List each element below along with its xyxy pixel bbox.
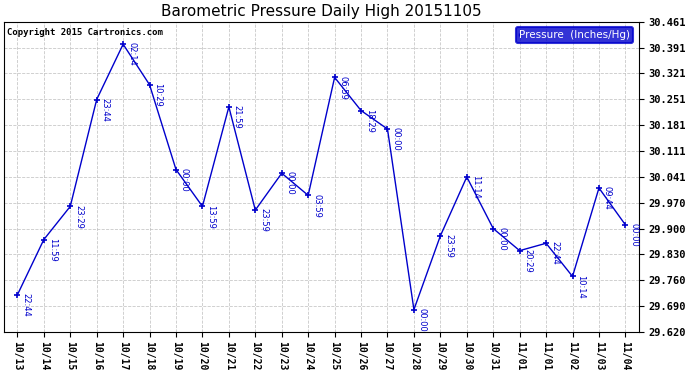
Legend: Pressure  (Inches/Hg): Pressure (Inches/Hg)	[516, 27, 633, 43]
Text: 00:00: 00:00	[180, 168, 189, 192]
Text: 22:44: 22:44	[21, 293, 30, 317]
Text: 00:00: 00:00	[286, 171, 295, 195]
Text: 00:00: 00:00	[497, 226, 506, 251]
Text: 02:14: 02:14	[127, 42, 136, 66]
Text: 23:44: 23:44	[101, 98, 110, 122]
Text: 13:59: 13:59	[206, 204, 215, 228]
Text: 23:59: 23:59	[444, 234, 453, 258]
Text: 11:59: 11:59	[48, 238, 57, 261]
Text: 06:59: 06:59	[339, 75, 348, 99]
Text: 03:59: 03:59	[312, 194, 321, 217]
Text: 23:29: 23:29	[75, 204, 83, 228]
Text: 10:29: 10:29	[154, 83, 163, 106]
Text: 00:00: 00:00	[418, 308, 427, 332]
Title: Barometric Pressure Daily High 20151105: Barometric Pressure Daily High 20151105	[161, 4, 482, 19]
Text: 22:44: 22:44	[550, 242, 559, 265]
Text: 00:00: 00:00	[629, 223, 638, 247]
Text: Copyright 2015 Cartronics.com: Copyright 2015 Cartronics.com	[8, 28, 164, 37]
Text: 23:59: 23:59	[259, 208, 268, 232]
Text: 18:29: 18:29	[365, 109, 374, 133]
Text: 00:00: 00:00	[391, 127, 400, 151]
Text: 09:44: 09:44	[603, 186, 612, 210]
Text: 11:14: 11:14	[471, 175, 480, 199]
Text: 10:14: 10:14	[576, 274, 586, 298]
Text: 20:29: 20:29	[524, 249, 533, 273]
Text: 21:59: 21:59	[233, 105, 241, 129]
